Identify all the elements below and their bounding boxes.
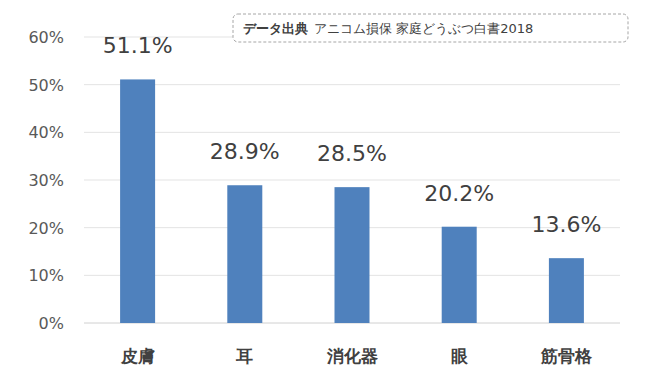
y-tick-label: 40% xyxy=(28,123,64,142)
source-box xyxy=(233,14,628,42)
data-label: 28.5% xyxy=(317,141,387,166)
bar xyxy=(227,185,262,323)
bar xyxy=(442,227,477,323)
annotation: データ出典 xyxy=(243,21,308,36)
y-tick-label: 20% xyxy=(28,219,64,238)
data-label: 28.9% xyxy=(210,139,280,164)
grid-line xyxy=(84,180,620,181)
y-tick-label: 0% xyxy=(39,314,64,333)
data-label: 51.1% xyxy=(103,33,173,58)
chart-svg: 0% 10% 20% 30% 40% 50% 60% 51.1% 28.9% 28.5% 20.2%… xyxy=(0,0,650,385)
x-tick-label: 皮膚 xyxy=(120,346,155,366)
grid-line xyxy=(84,84,620,85)
y-tick-label: 50% xyxy=(28,76,64,95)
bars xyxy=(120,79,584,323)
grid-line xyxy=(84,132,620,133)
y-tick-label: 10% xyxy=(28,266,64,285)
x-tick-label: 耳 xyxy=(235,346,253,366)
data-label: 20.2% xyxy=(424,181,494,206)
bar xyxy=(120,79,155,323)
chart-container: 0% 10% 20% 30% 40% 50% 60% 51.1% 28.9% 28.5% 20.2%… xyxy=(0,0,650,385)
x-tick-label: 眼 xyxy=(451,346,469,366)
bar xyxy=(335,187,370,323)
y-tick-label: 60% xyxy=(28,28,64,47)
y-tick-label: 30% xyxy=(28,171,64,190)
bar xyxy=(549,258,584,323)
x-tick-label: 筋骨格 xyxy=(540,346,593,366)
x-tick-label: 消化器 xyxy=(326,346,378,366)
source-text: データ出典アニコム損保 家庭どうぶつ白書2018 xyxy=(243,21,533,36)
annotation: アニコム損保 家庭どうぶつ白書2018 xyxy=(314,21,533,36)
data-label: 13.6% xyxy=(531,212,601,237)
